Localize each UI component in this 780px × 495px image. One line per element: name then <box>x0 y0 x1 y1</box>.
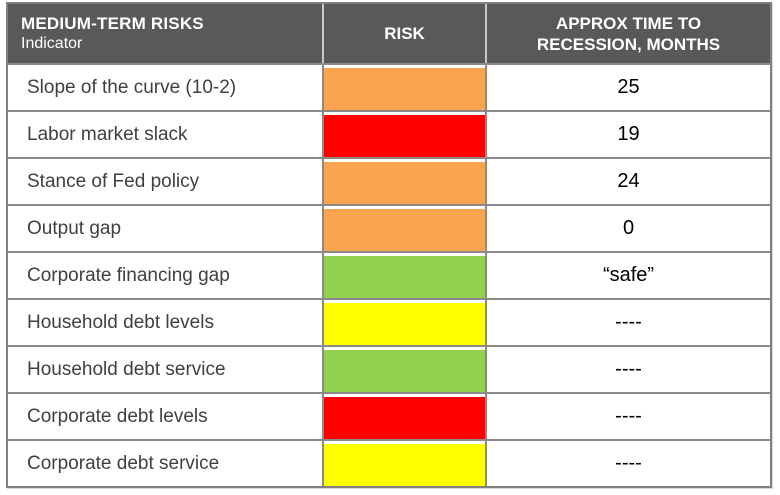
indicator-label: Household debt service <box>27 358 226 380</box>
table-row: Corporate debt service ---- <box>8 439 770 486</box>
time-to-recession-value: ---- <box>615 405 642 427</box>
risk-cell <box>322 441 485 486</box>
risk-color-swatch <box>324 397 485 439</box>
indicator-label: Slope of the curve (10-2) <box>27 76 237 98</box>
indicator-column-label: Indicator <box>21 35 83 52</box>
risk-column-label: RISK <box>384 24 425 43</box>
table-row: Output gap 0 <box>8 204 770 251</box>
indicator-label: Output gap <box>27 217 122 239</box>
risk-cell <box>322 300 485 345</box>
time-to-recession-value: ---- <box>615 311 642 333</box>
medium-term-risks-table: MEDIUM-TERM RISKS Indicator RISK APPROX … <box>6 2 772 488</box>
indicator-cell: Output gap <box>8 206 322 251</box>
risk-color-swatch <box>324 68 485 110</box>
table-header-row: MEDIUM-TERM RISKS Indicator RISK APPROX … <box>8 4 770 65</box>
indicator-label: Corporate financing gap <box>27 264 230 286</box>
time-to-recession-value: ---- <box>615 358 642 380</box>
risk-cell <box>322 112 485 157</box>
risk-color-swatch <box>324 115 485 157</box>
time-to-recession-value: ---- <box>615 452 642 474</box>
time-to-recession-value: 19 <box>617 123 640 145</box>
indicator-cell: Household debt service <box>8 347 322 392</box>
risk-cell <box>322 253 485 298</box>
risk-color-swatch <box>324 350 485 392</box>
risk-cell <box>322 347 485 392</box>
time-cell: 0 <box>485 206 770 251</box>
risk-cell <box>322 159 485 204</box>
time-cell: ---- <box>485 394 770 439</box>
table-row: Corporate debt levels ---- <box>8 392 770 439</box>
time-cell: 25 <box>485 65 770 110</box>
table-body: Slope of the curve (10-2) 25 Labor marke… <box>8 65 770 486</box>
table-row: Corporate financing gap “safe” <box>8 251 770 298</box>
table-title: MEDIUM-TERM RISKS <box>21 14 204 33</box>
indicator-cell: Household debt levels <box>8 300 322 345</box>
time-column-label-line2: RECESSION, MONTHS <box>536 34 721 54</box>
time-to-recession-value: 24 <box>617 170 640 192</box>
indicator-cell: Labor market slack <box>8 112 322 157</box>
indicator-cell: Slope of the curve (10-2) <box>8 65 322 110</box>
indicator-label: Household debt levels <box>27 311 214 333</box>
indicator-cell: Corporate financing gap <box>8 253 322 298</box>
time-cell: 19 <box>485 112 770 157</box>
time-to-recession-value: “safe” <box>602 264 655 286</box>
header-cell-risk: RISK <box>322 4 485 63</box>
indicator-cell: Corporate debt service <box>8 441 322 486</box>
time-to-recession-value: 25 <box>617 76 640 98</box>
risk-color-swatch <box>324 162 485 204</box>
header-cell-indicator: MEDIUM-TERM RISKS Indicator <box>8 4 322 63</box>
indicator-cell: Stance of Fed policy <box>8 159 322 204</box>
risk-cell <box>322 65 485 110</box>
time-cell: ---- <box>485 441 770 486</box>
risk-color-swatch <box>324 209 485 251</box>
table-row: Household debt levels ---- <box>8 298 770 345</box>
indicator-label: Corporate debt service <box>27 452 220 474</box>
indicator-label: Stance of Fed policy <box>27 170 200 192</box>
risk-color-swatch <box>324 256 485 298</box>
time-cell: ---- <box>485 300 770 345</box>
header-cell-time-to-recession: APPROX TIME TO RECESSION, MONTHS <box>485 4 770 63</box>
indicator-cell: Corporate debt levels <box>8 394 322 439</box>
risk-cell <box>322 394 485 439</box>
risk-color-swatch <box>324 303 485 345</box>
table-row: Household debt service ---- <box>8 345 770 392</box>
indicator-label: Corporate debt levels <box>27 405 208 427</box>
time-cell: “safe” <box>485 253 770 298</box>
risk-color-swatch <box>324 444 485 486</box>
indicator-label: Labor market slack <box>27 123 188 145</box>
time-cell: ---- <box>485 347 770 392</box>
risk-cell <box>322 206 485 251</box>
time-to-recession-value: 0 <box>622 217 635 239</box>
table-row: Labor market slack 19 <box>8 110 770 157</box>
time-cell: 24 <box>485 159 770 204</box>
table-row: Slope of the curve (10-2) 25 <box>8 65 770 110</box>
time-column-label-line1: APPROX TIME TO <box>555 13 702 33</box>
table-row: Stance of Fed policy 24 <box>8 157 770 204</box>
